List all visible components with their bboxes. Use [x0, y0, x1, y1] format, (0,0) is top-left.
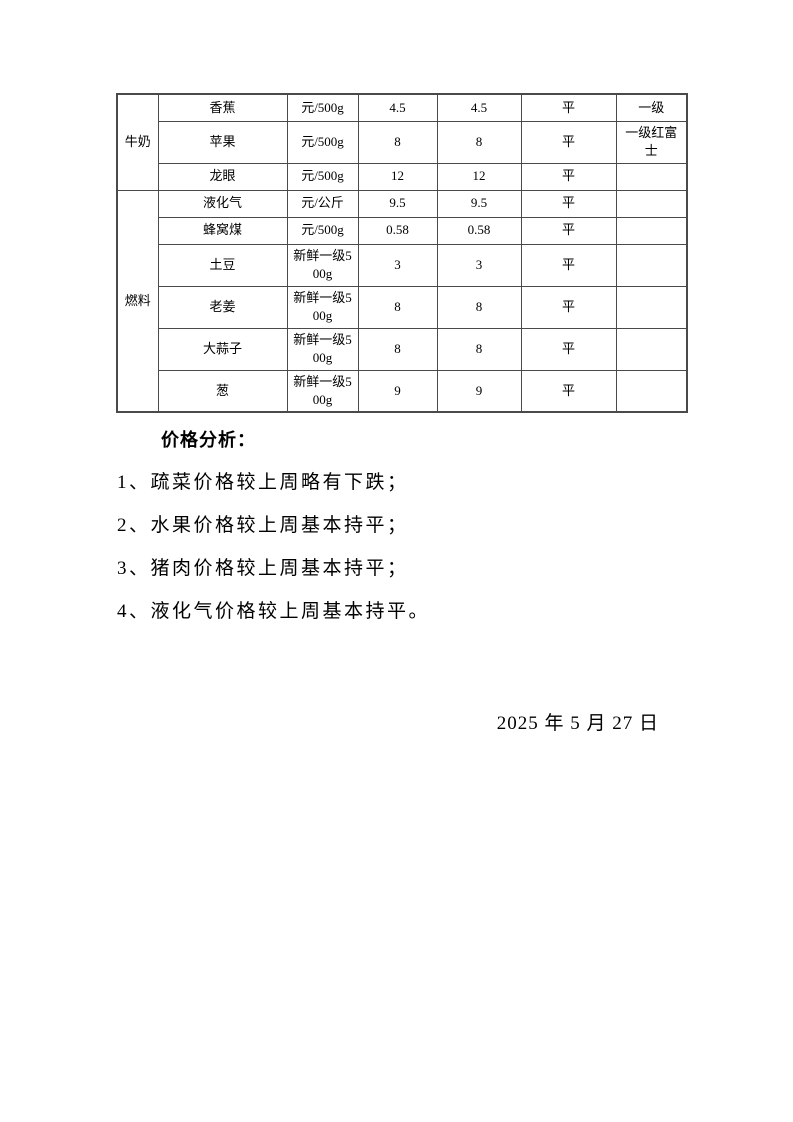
analysis-item-3: 3、猪肉价格较上周基本持平； [117, 558, 409, 579]
cell-item: 葱 [157, 369, 288, 413]
cell-spec: 新鲜一级500g [286, 369, 359, 413]
cell-trend: 平 [520, 285, 617, 329]
report-date: 2025 年 5 月 27 日 [496, 713, 659, 734]
cell-spec: 元/500g [286, 162, 359, 191]
table-row: 蜂窝煤 元/500g 0.58 0.58 平 [117, 216, 688, 245]
cell-item: 大蒜子 [157, 327, 288, 371]
cell-category: 牛奶 [116, 93, 159, 191]
analysis-item-1: 1、疏菜价格较上周略有下跌； [117, 472, 409, 493]
cell-price-last: 4.5 [436, 93, 522, 122]
cell-spec: 元/500g [286, 93, 359, 122]
table-row: 老姜 新鲜一级500g 8 8 平 [117, 285, 688, 329]
cell-item: 土豆 [157, 243, 288, 287]
cell-spec: 新鲜一级500g [286, 285, 359, 329]
cell-spec: 元/公斤 [286, 189, 359, 218]
cell-price-current: 3 [357, 243, 438, 287]
cell-item: 蜂窝煤 [157, 216, 288, 245]
cell-trend: 平 [520, 162, 617, 191]
cell-item: 龙眼 [157, 162, 288, 191]
cell-trend: 平 [520, 327, 617, 371]
cell-spec: 元/500g [286, 216, 359, 245]
cell-remark [615, 285, 688, 329]
cell-price-last: 9 [436, 369, 522, 413]
cell-price-current: 8 [357, 285, 438, 329]
cell-price-last: 9.5 [436, 189, 522, 218]
cell-item: 老姜 [157, 285, 288, 329]
cell-trend: 平 [520, 369, 617, 413]
cell-remark [615, 369, 688, 413]
cell-price-last: 8 [436, 120, 522, 164]
cell-remark: 一级红富士 [615, 120, 688, 164]
cell-price-last: 8 [436, 285, 522, 329]
cell-trend: 平 [520, 216, 617, 245]
analysis-item-2: 2、水果价格较上周基本持平； [117, 515, 409, 536]
analysis-heading: 价格分析： [161, 430, 256, 450]
cell-spec: 元/500g [286, 120, 359, 164]
cell-trend: 平 [520, 189, 617, 218]
table-row: 大蒜子 新鲜一级500g 8 8 平 [117, 327, 688, 371]
table-row: 葱 新鲜一级500g 9 9 平 [117, 369, 688, 413]
cell-item: 苹果 [157, 120, 288, 164]
cell-price-last: 8 [436, 327, 522, 371]
cell-price-current: 9.5 [357, 189, 438, 218]
cell-price-last: 0.58 [436, 216, 522, 245]
cell-price-current: 4.5 [357, 93, 438, 122]
cell-remark [615, 189, 688, 218]
table-row: 苹果 元/500g 8 8 平 一级红富士 [117, 120, 688, 164]
cell-item: 香蕉 [157, 93, 288, 122]
cell-price-current: 12 [357, 162, 438, 191]
cell-item: 液化气 [157, 189, 288, 218]
cell-price-current: 9 [357, 369, 438, 413]
cell-trend: 平 [520, 93, 617, 122]
table-row: 牛奶 香蕉 元/500g 4.5 4.5 平 一级 [116, 93, 688, 191]
cell-spec: 新鲜一级500g [286, 243, 359, 287]
cell-price-current: 8 [357, 120, 438, 164]
cell-price-last: 12 [436, 162, 522, 191]
price-table: 牛奶 香蕉 元/500g 4.5 4.5 平 一级 苹果 元/500g 8 8 … [116, 93, 688, 413]
cell-category: 燃料 [116, 189, 159, 413]
cell-remark: 一级 [615, 93, 688, 122]
cell-spec: 新鲜一级500g [286, 327, 359, 371]
table-row: 龙眼 元/500g 12 12 平 [117, 162, 688, 191]
cell-remark [615, 243, 688, 287]
cell-price-current: 0.58 [357, 216, 438, 245]
cell-price-last: 3 [436, 243, 522, 287]
cell-trend: 平 [520, 120, 617, 164]
cell-trend: 平 [520, 243, 617, 287]
table-row: 燃料 液化气 元/公斤 9.5 9.5 平 [116, 189, 688, 413]
analysis-section: 价格分析： 1、疏菜价格较上周略有下跌； 2、水果价格较上周基本持平； 3、猪肉… [117, 428, 687, 624]
table-row: 土豆 新鲜一级500g 3 3 平 [117, 243, 688, 287]
cell-remark [615, 216, 688, 245]
cell-price-current: 8 [357, 327, 438, 371]
cell-remark [615, 327, 688, 371]
cell-remark [615, 162, 688, 191]
analysis-item-4: 4、液化气价格较上周基本持平。 [117, 601, 431, 622]
